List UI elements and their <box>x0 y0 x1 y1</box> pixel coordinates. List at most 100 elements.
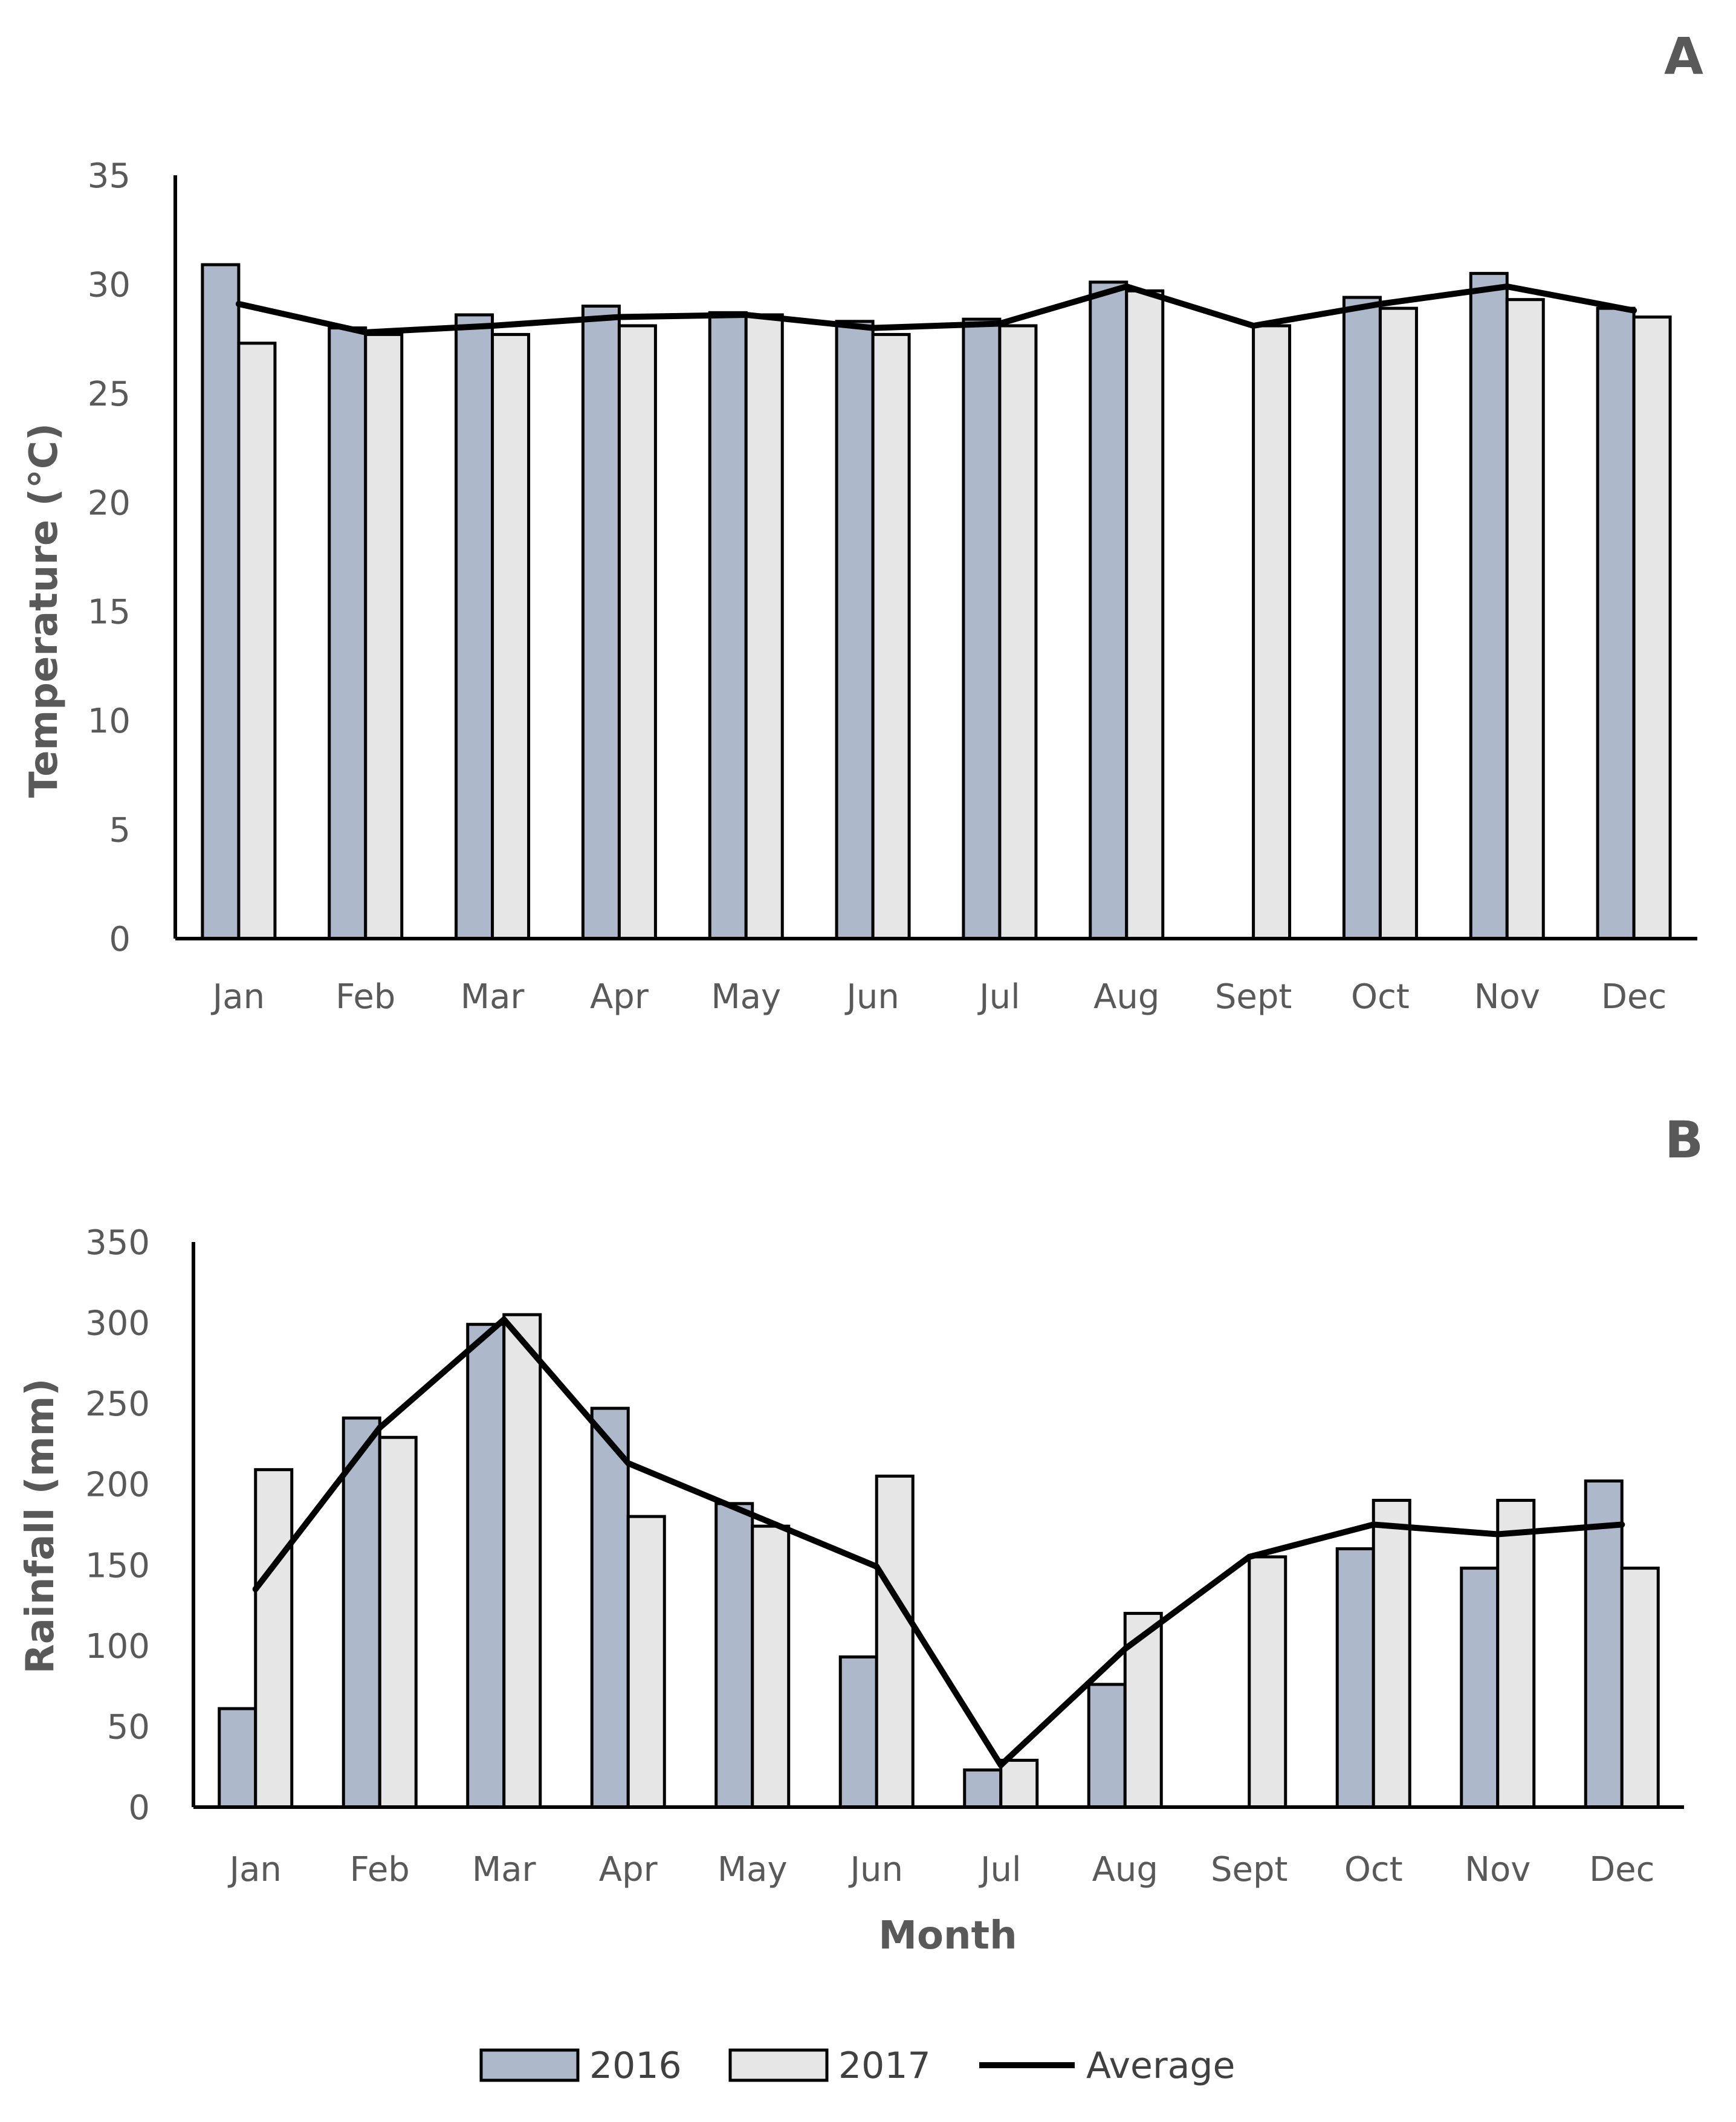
bar-2016-apr <box>590 1406 630 1809</box>
panel-b-bars <box>218 1313 1660 1809</box>
average-point-apr <box>625 1460 632 1466</box>
y-tick-label: 0 <box>128 1788 150 1828</box>
bar-2017-mar <box>502 1313 542 1809</box>
series-line-average <box>252 1316 1625 1768</box>
panel-a-average-line <box>235 283 1637 335</box>
bar-2016-jun <box>835 320 875 940</box>
x-tick-label: Nov <box>1474 977 1540 1017</box>
average-point-aug <box>1122 1646 1129 1652</box>
panel-b-x-ticks: Jan Feb Mar Apr May Jun Jul Aug Sept Oct Nov Dec <box>228 1850 1655 1889</box>
x-tick-label: Dec <box>1601 977 1666 1017</box>
average-point-mar <box>489 322 496 329</box>
x-tick-label: Nov <box>1465 1850 1530 1889</box>
bar-2016-nov <box>1460 1567 1500 1809</box>
y-tick-label: 25 <box>88 375 131 414</box>
bar-2016-jul <box>962 317 1002 940</box>
average-point-oct <box>1377 300 1384 307</box>
bar-2016-may <box>708 311 748 940</box>
legend-swatch-2017 <box>728 2048 829 2082</box>
bar-2016-jun <box>838 1655 878 1809</box>
legend-label-average: Average <box>1086 2045 1235 2087</box>
panel-a-bars <box>201 263 1672 940</box>
panel-a-temperature-chart: A Temperature (°C) 0 5 10 15 20 25 30 35 Jan Feb… <box>22 27 1703 1017</box>
bar-2017-jan <box>254 1468 294 1809</box>
average-point-nov <box>1504 283 1511 290</box>
bar-2016-apr <box>581 305 621 940</box>
bar-2017-dec <box>1620 1567 1660 1809</box>
panel-a-y-axis-title: Temperature (°C) <box>22 423 66 798</box>
bar-2016-oct <box>1342 296 1382 940</box>
x-tick-label: Oct <box>1344 1850 1403 1889</box>
y-tick-label: 15 <box>88 593 131 632</box>
x-tick-label: Sept <box>1211 1850 1288 1889</box>
x-tick-label: Mar <box>461 977 525 1017</box>
panel-b-average-line <box>252 1316 1625 1768</box>
bar-2016-jan <box>201 263 241 940</box>
legend-label-2016: 2016 <box>589 2045 682 2087</box>
x-tick-label: Oct <box>1351 977 1410 1017</box>
bar-2016-mar <box>466 1322 506 1809</box>
average-point-mar <box>500 1316 507 1323</box>
average-point-may <box>743 311 750 318</box>
x-tick-label: Dec <box>1589 1850 1654 1889</box>
y-tick-label: 300 <box>85 1304 150 1344</box>
y-tick-label: 200 <box>85 1466 150 1505</box>
y-tick-label: 20 <box>88 484 131 523</box>
panel-b-y-ticks: 0 50 100 150 200 250 300 350 <box>85 1223 150 1828</box>
panel-a-x-ticks: Jan Feb Mar Apr May Jun Jul Aug Sept Oct Nov Dec <box>211 977 1667 1017</box>
panel-b-rainfall-chart: B Rainfall (mm) 0 50 100 150 200 250 300 350 Ja… <box>18 1110 1703 1958</box>
average-point-jun <box>873 1563 880 1570</box>
panel-b-y-axis-title: Rainfall (mm) <box>18 1378 63 1674</box>
y-tick-label: 35 <box>88 157 131 196</box>
bar-2016-feb <box>342 1416 381 1809</box>
bar-2017-dec <box>1632 315 1672 940</box>
bar-2016-may <box>714 1502 754 1809</box>
x-tick-label: Aug <box>1093 977 1159 1017</box>
panel-a-y-ticks: 0 5 10 15 20 25 30 35 <box>88 157 131 959</box>
y-tick-label: 250 <box>85 1385 150 1424</box>
y-tick-label: 30 <box>88 265 131 305</box>
bar-2016-jan <box>218 1707 257 1809</box>
y-tick-label: 150 <box>85 1546 150 1585</box>
panel-b-label: B <box>1665 1110 1703 1169</box>
x-tick-label: May <box>717 1850 788 1889</box>
x-tick-label: Jul <box>979 1850 1022 1889</box>
legend-label-2017: 2017 <box>838 2045 931 2087</box>
average-point-dec <box>1619 1521 1625 1528</box>
bar-2016-jul <box>963 1768 1003 1809</box>
bar-2017-jun <box>871 332 911 940</box>
panel-b-x-axis-title: Month <box>878 1913 1017 1958</box>
average-point-nov <box>1494 1531 1501 1538</box>
average-point-sept <box>1246 1553 1252 1560</box>
bar-2017-aug <box>1125 289 1165 940</box>
x-tick-label: Apr <box>599 1850 658 1889</box>
bar-2017-oct <box>1378 306 1418 940</box>
bar-2017-jun <box>875 1474 915 1809</box>
bar-2017-jul <box>998 324 1038 940</box>
x-tick-label: Aug <box>1092 1850 1158 1889</box>
panel-a-label: A <box>1664 27 1703 86</box>
x-tick-label: Apr <box>590 977 649 1017</box>
y-tick-label: 50 <box>107 1707 150 1747</box>
average-point-jan <box>252 1586 259 1593</box>
bar-2016-aug <box>1087 1683 1127 1809</box>
bar-2016-aug <box>1089 280 1129 940</box>
bar-2017-mar <box>491 332 531 940</box>
average-point-apr <box>616 314 623 320</box>
bar-2017-sept <box>1252 324 1292 940</box>
bar-2017-apr <box>617 324 657 940</box>
x-tick-label: May <box>711 977 781 1017</box>
x-tick-label: Jun <box>849 1850 904 1889</box>
average-point-jul <box>996 320 1003 327</box>
x-tick-label: Jun <box>844 977 899 1017</box>
bar-2017-oct <box>1372 1498 1411 1809</box>
bar-2017-feb <box>378 1435 418 1809</box>
bar-2016-nov <box>1469 271 1509 940</box>
average-point-jun <box>870 325 876 331</box>
x-tick-label: Jan <box>228 1850 282 1889</box>
bar-2017-may <box>744 313 784 940</box>
y-tick-label: 0 <box>109 920 131 959</box>
y-tick-label: 5 <box>109 811 131 850</box>
bar-2017-sept <box>1248 1555 1287 1809</box>
